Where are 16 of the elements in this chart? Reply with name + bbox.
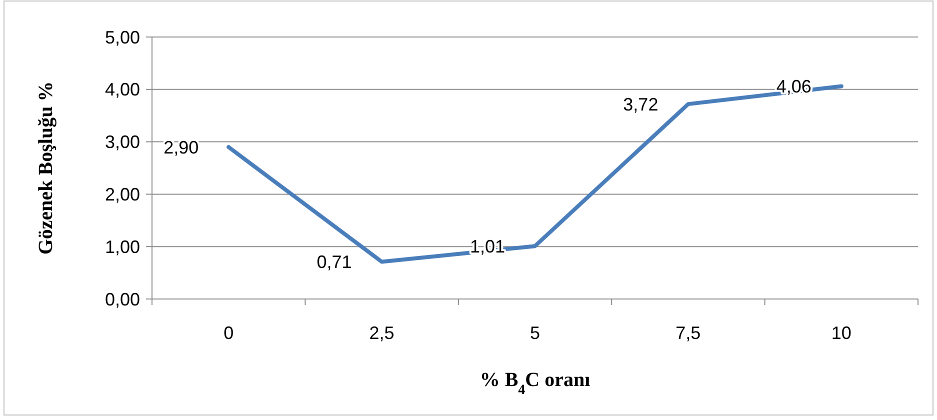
- x-tick-label: 7,5: [676, 323, 701, 343]
- x-tick-label: 5: [530, 323, 540, 343]
- data-label: 2,90: [164, 137, 199, 158]
- y-tick-label: 4,00: [104, 80, 140, 100]
- x-tick-label: 0: [224, 323, 234, 343]
- data-label: 3,72: [623, 94, 658, 114]
- y-tick-label: 3,00: [104, 132, 140, 152]
- x-tick-label: 2,5: [369, 323, 394, 343]
- data-label: 0,71: [316, 252, 352, 272]
- y-axis-title: Gözenek Boşluğu %: [35, 81, 57, 255]
- y-tick-label: 5,00: [104, 27, 140, 48]
- y-tick-label: 2,00: [104, 184, 140, 204]
- x-axis-title: % B$_{4}$C oranı: [480, 369, 591, 398]
- y-tick-label: 1,00: [104, 236, 140, 257]
- y-tick-label: 0,00: [104, 289, 140, 310]
- x-tick-label: 10: [831, 323, 852, 343]
